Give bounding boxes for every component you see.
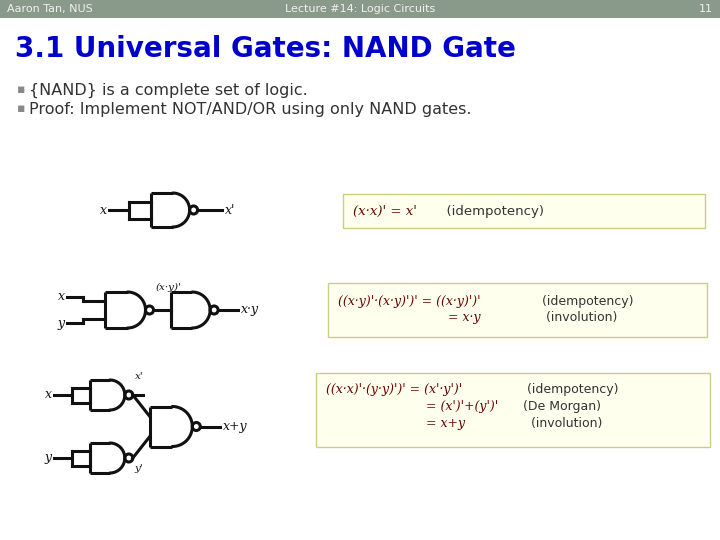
- Text: x: x: [45, 388, 52, 402]
- Text: (idempotency): (idempotency): [534, 295, 634, 308]
- Text: ((x·x)'·(y·y)')' = (x'·y')': ((x·x)'·(y·y)')' = (x'·y')': [326, 383, 462, 396]
- Text: 3.1 Universal Gates: NAND Gate: 3.1 Universal Gates: NAND Gate: [15, 35, 516, 63]
- Text: y': y': [135, 464, 143, 473]
- Text: Proof: Implement NOT/AND/OR using only NAND gates.: Proof: Implement NOT/AND/OR using only N…: [29, 102, 472, 117]
- Text: x·y: x·y: [241, 303, 259, 316]
- Text: (x·y)': (x·y)': [156, 283, 181, 292]
- Text: x: x: [58, 291, 65, 303]
- Text: (idempotency): (idempotency): [438, 205, 544, 218]
- Text: (involution): (involution): [519, 417, 603, 430]
- Text: (idempotency): (idempotency): [519, 383, 618, 396]
- Text: x: x: [100, 204, 107, 217]
- Text: = x+y: = x+y: [426, 417, 465, 430]
- Text: ▪: ▪: [17, 102, 25, 115]
- Circle shape: [189, 206, 197, 214]
- Text: (De Morgan): (De Morgan): [519, 400, 601, 413]
- Circle shape: [125, 391, 132, 399]
- Circle shape: [125, 454, 132, 462]
- Text: = x·y: = x·y: [448, 311, 481, 324]
- Text: y: y: [58, 316, 65, 329]
- Text: x+y: x+y: [223, 420, 248, 433]
- Circle shape: [192, 422, 200, 430]
- Circle shape: [145, 306, 153, 314]
- Text: Aaron Tan, NUS: Aaron Tan, NUS: [7, 4, 93, 14]
- Text: 11: 11: [699, 4, 713, 14]
- Text: x': x': [225, 204, 235, 217]
- Text: x': x': [135, 372, 143, 381]
- Text: (involution): (involution): [534, 311, 617, 324]
- FancyBboxPatch shape: [343, 194, 705, 228]
- Text: Lecture #14: Logic Circuits: Lecture #14: Logic Circuits: [285, 4, 435, 14]
- Circle shape: [210, 306, 218, 314]
- Text: = (x')'+(y')': = (x')'+(y')': [426, 400, 498, 413]
- Text: (x·x)' = x': (x·x)' = x': [353, 205, 417, 218]
- Text: {NAND} is a complete set of logic.: {NAND} is a complete set of logic.: [29, 83, 307, 98]
- FancyBboxPatch shape: [316, 373, 710, 447]
- FancyBboxPatch shape: [328, 283, 707, 337]
- Text: ▪: ▪: [17, 83, 25, 96]
- Bar: [0, 0, 720, 18]
- Text: y: y: [45, 451, 52, 464]
- Text: ((x·y)'·(x·y)')' = ((x·y)')': ((x·y)'·(x·y)')' = ((x·y)')': [338, 295, 480, 308]
